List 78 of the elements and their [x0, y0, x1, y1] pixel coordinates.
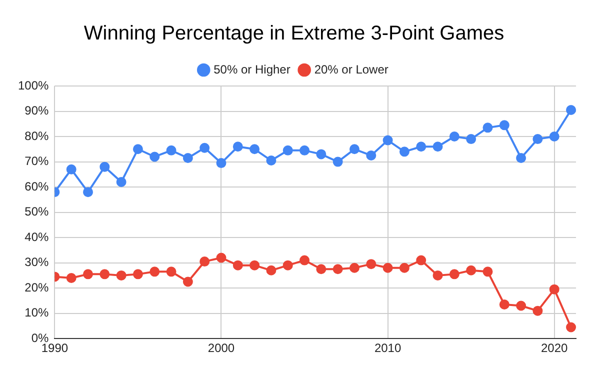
- point: [566, 322, 576, 332]
- point: [332, 264, 343, 274]
- point: [366, 259, 376, 270]
- point: [266, 156, 276, 166]
- point: [200, 142, 210, 153]
- point: [516, 152, 526, 163]
- point: [316, 264, 326, 274]
- y-tick-label: 100%: [18, 78, 50, 92]
- x-tick-label: 2010: [374, 341, 402, 356]
- legend-label: 50% or Higher: [214, 62, 290, 76]
- point: [182, 152, 193, 163]
- point: [449, 132, 460, 142]
- point: [232, 142, 243, 152]
- point: [499, 300, 510, 310]
- y-tick-label: 50%: [24, 204, 50, 219]
- point: [66, 272, 76, 283]
- point: [549, 284, 560, 294]
- point: [349, 262, 360, 273]
- point: [216, 158, 226, 168]
- point: [150, 152, 160, 162]
- point: [282, 260, 293, 270]
- y-tick-label: 20%: [24, 280, 50, 294]
- point: [399, 262, 410, 273]
- point: [449, 269, 460, 280]
- x-tick-label: 2020: [540, 341, 568, 356]
- point: [116, 270, 126, 280]
- point: [200, 256, 210, 267]
- x-tick-label: 2000: [208, 341, 235, 356]
- point: [549, 132, 560, 142]
- point: [216, 252, 226, 263]
- point: [150, 266, 160, 277]
- point: [466, 134, 476, 144]
- point: [516, 300, 526, 311]
- point: [132, 269, 143, 280]
- point: [432, 270, 443, 280]
- point: [100, 269, 110, 280]
- point: [416, 255, 426, 266]
- y-tick-label: 80%: [24, 128, 50, 143]
- point: [250, 144, 260, 154]
- point: [399, 146, 410, 157]
- point: [532, 134, 543, 144]
- point: [182, 276, 193, 287]
- y-tick-label: 30%: [24, 255, 50, 270]
- point: [83, 187, 93, 198]
- point: [382, 135, 393, 146]
- y-tick-label: 40%: [24, 230, 50, 244]
- point: [232, 260, 243, 270]
- point: [432, 142, 443, 152]
- chart-title: Winning Percentage in Extreme 3-Point Games: [84, 22, 504, 45]
- point: [416, 142, 426, 152]
- point: [332, 156, 343, 167]
- point: [482, 122, 493, 133]
- point: [282, 145, 293, 156]
- y-tick-label: 70%: [24, 154, 50, 168]
- point: [532, 306, 543, 316]
- point: [382, 262, 393, 273]
- legend-label: 20% or Lower: [314, 62, 388, 76]
- point: [349, 144, 360, 154]
- point: [482, 266, 493, 277]
- point: [83, 269, 93, 280]
- point: [132, 144, 143, 154]
- point: [166, 266, 176, 277]
- y-tick-label: 90%: [24, 104, 50, 118]
- point: [100, 162, 110, 172]
- point: [366, 150, 376, 160]
- point: [300, 255, 310, 266]
- point: [566, 104, 576, 115]
- y-tick-label: 10%: [24, 306, 50, 320]
- point: [266, 265, 276, 276]
- point: [116, 176, 126, 187]
- point: [466, 265, 476, 276]
- point: [300, 145, 310, 156]
- point: [499, 120, 510, 130]
- y-tick-label: 60%: [24, 179, 50, 194]
- point: [66, 164, 76, 174]
- point: [316, 149, 326, 160]
- point: [166, 145, 176, 156]
- point: [250, 260, 260, 270]
